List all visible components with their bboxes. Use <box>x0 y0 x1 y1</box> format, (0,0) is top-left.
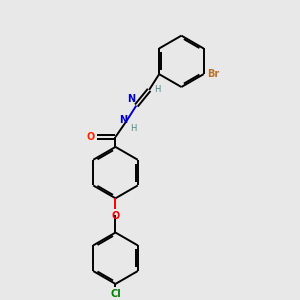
Text: Cl: Cl <box>110 289 121 299</box>
Text: Br: Br <box>207 69 219 79</box>
Text: N: N <box>127 94 135 104</box>
Text: H: H <box>130 124 136 133</box>
Text: O: O <box>111 211 120 220</box>
Text: O: O <box>86 132 95 142</box>
Text: H: H <box>154 85 161 94</box>
Text: N: N <box>119 115 127 125</box>
